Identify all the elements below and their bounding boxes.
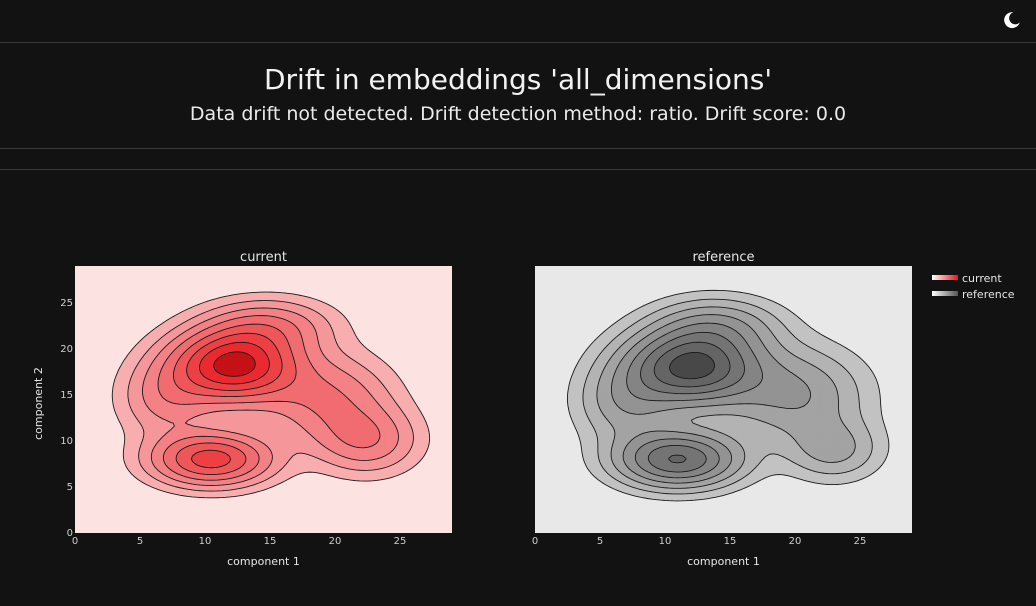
y-tick-label: 10	[60, 436, 73, 447]
legend-label-reference: reference	[962, 288, 1015, 301]
y-tick-label: 5	[67, 482, 73, 493]
contour-line-current-8	[213, 351, 256, 377]
x-tick-label: 25	[394, 536, 407, 547]
panel-reference: reference 0 5 10 15 20 25 component 1	[532, 250, 912, 568]
x-tick-label: 5	[137, 536, 143, 547]
contour-line-current-2	[127, 300, 414, 492]
subplot-title-current: current	[240, 250, 287, 265]
report-header: Drift in embeddings 'all_dimensions' Dat…	[0, 43, 1036, 149]
x-tick-label: 15	[264, 536, 277, 547]
contour-line-reference-3	[596, 306, 856, 489]
x-tick-label: 15	[724, 536, 737, 547]
section-divider	[0, 169, 1036, 170]
drift-summary: Data drift not detected. Drift detection…	[189, 103, 847, 125]
page-title: Drift in embeddings 'all_dimensions'	[263, 63, 773, 96]
legend-swatch-reference	[932, 291, 958, 296]
contour-line-reference-6	[640, 331, 745, 473]
contour-line-current-6	[186, 332, 283, 469]
x-tick-label: 20	[329, 536, 342, 547]
contour-line-current-7	[198, 341, 270, 385]
contour-line-current-1	[111, 291, 431, 499]
contour-line-reference-5	[626, 322, 764, 479]
theme-toggle-button[interactable]	[998, 6, 1026, 34]
contour-line-reference-1	[566, 289, 890, 502]
x-tick-label: 5	[597, 536, 603, 547]
legend[interactable]: current reference	[932, 272, 1015, 301]
contour-line-reference-2	[582, 298, 873, 495]
y-tick-label: 20	[60, 344, 73, 355]
x-axis-label-reference: component 1	[687, 555, 760, 568]
top-bar	[0, 0, 1036, 43]
x-tick-label: 10	[199, 536, 212, 547]
subplot-title-reference: reference	[692, 250, 754, 265]
embeddings-drift-chart: current 0 5 10 15 20 25 0 5 10 15 20 25 component 1 co…	[32, 250, 1015, 568]
contour-line-reference-4	[610, 314, 811, 484]
contour-line-current-4	[157, 315, 381, 481]
x-tick-label: 0	[532, 536, 538, 547]
y-tick-label: 25	[60, 298, 73, 309]
panel-current: current 0 5 10 15 20 25 0 5 10 15 20 25 component 1 co…	[32, 250, 452, 568]
moon-icon	[1004, 12, 1020, 29]
x-tick-label: 10	[659, 536, 672, 547]
y-tick-label: 15	[60, 390, 73, 401]
contour-line-reference-7	[653, 341, 731, 464]
contour-fill-current-8	[213, 351, 256, 377]
y-axis-label-current: component 2	[32, 367, 45, 440]
contour-line-current-5	[172, 323, 297, 476]
legend-label-current: current	[962, 272, 1002, 285]
contour-line-current-3	[142, 307, 399, 486]
contour-line-reference-8	[669, 351, 716, 380]
y-tick-label: 0	[67, 528, 73, 539]
x-tick-label: 20	[789, 536, 802, 547]
x-tick-label: 25	[854, 536, 867, 547]
legend-swatch-current	[932, 275, 958, 280]
x-tick-label: 0	[72, 536, 78, 547]
x-axis-label-current: component 1	[227, 555, 300, 568]
